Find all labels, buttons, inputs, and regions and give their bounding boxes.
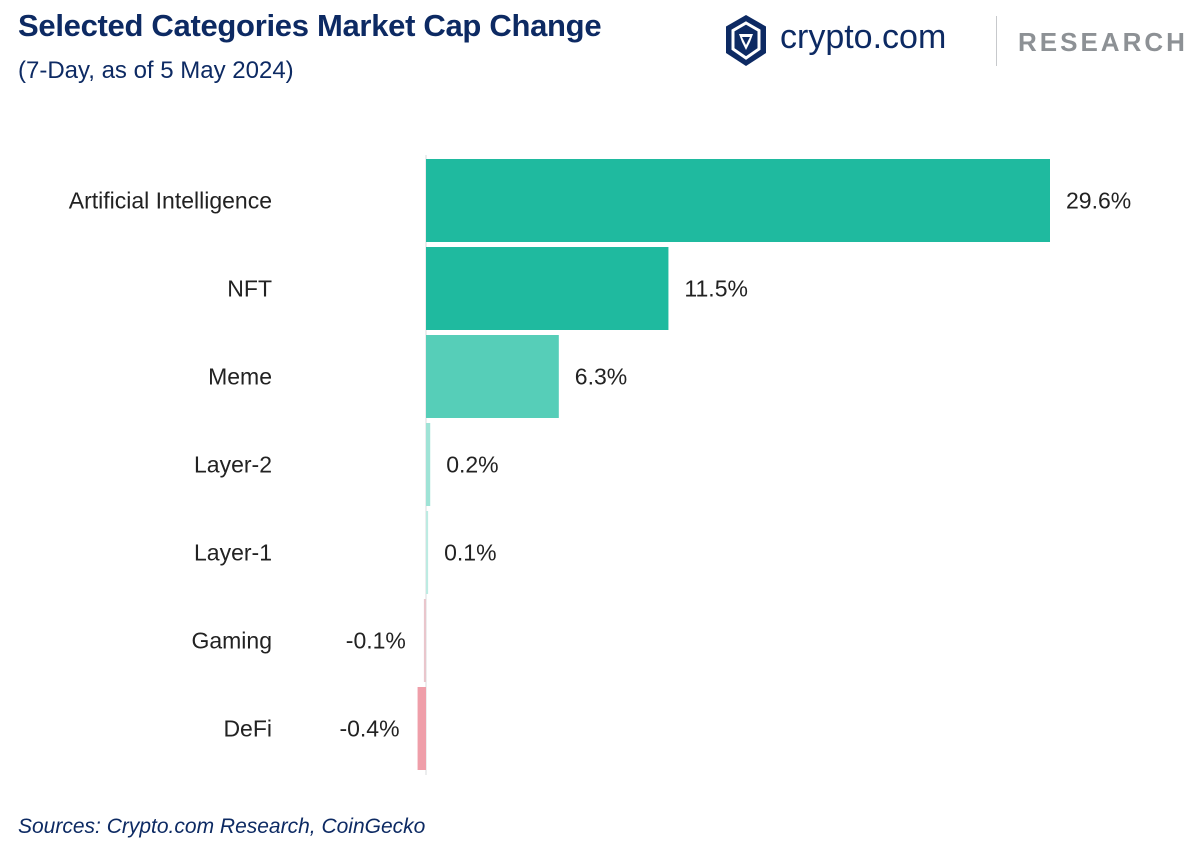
category-label: Layer-1 bbox=[194, 540, 272, 566]
category-label: Meme bbox=[208, 364, 272, 390]
bar-gaming bbox=[423, 599, 426, 682]
value-label: 6.3% bbox=[575, 364, 627, 390]
brand-divider bbox=[996, 16, 997, 66]
category-label: DeFi bbox=[223, 716, 272, 742]
category-label: Layer-2 bbox=[194, 452, 272, 478]
category-label: Artificial Intelligence bbox=[69, 188, 272, 214]
source-note: Sources: Crypto.com Research, CoinGecko bbox=[18, 815, 426, 838]
category-label: Gaming bbox=[191, 628, 272, 654]
category-label: NFT bbox=[227, 276, 272, 302]
bar-nft bbox=[426, 247, 669, 330]
bar-chart: Artificial Intelligence 29.6% NFT 11.5% Meme… bbox=[69, 155, 1131, 775]
brand-research-tag: RESEARCH bbox=[1018, 27, 1188, 57]
value-label: -0.4% bbox=[339, 716, 399, 742]
bar-layer-1 bbox=[426, 511, 429, 594]
chart-title: Selected Categories Market Cap Change bbox=[18, 8, 602, 43]
bar-layer-2 bbox=[426, 423, 431, 506]
chart-subtitle: (7-Day, as of 5 May 2024) bbox=[18, 57, 294, 84]
brand-name: crypto.com bbox=[780, 18, 947, 56]
value-label: 0.2% bbox=[446, 452, 498, 478]
bar-artificial-intelligence bbox=[426, 159, 1050, 242]
value-label: 11.5% bbox=[684, 276, 748, 302]
brand-lockup: crypto.com RESEARCH bbox=[724, 14, 1194, 70]
bar-defi bbox=[417, 687, 426, 770]
value-label: 0.1% bbox=[444, 540, 496, 566]
crypto-com-lion-shield-icon bbox=[726, 15, 766, 66]
bar-meme bbox=[426, 335, 559, 418]
value-label: 29.6% bbox=[1066, 188, 1131, 214]
value-label: -0.1% bbox=[346, 628, 406, 654]
